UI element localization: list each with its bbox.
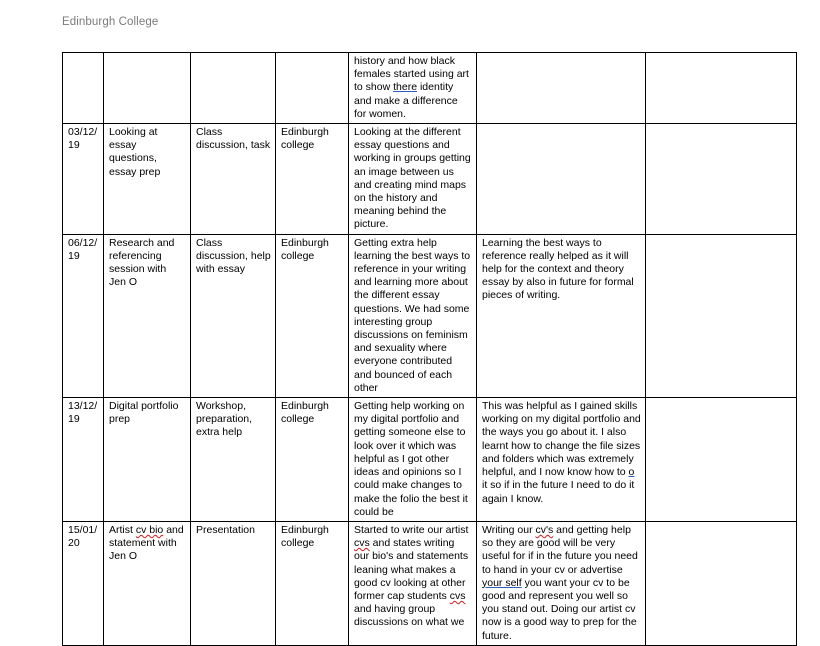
table-cell-reflection: Learning the best ways to reference real… <box>476 233 646 399</box>
cell-text-run: it so if in the future I need to do it a… <box>482 466 638 505</box>
cell-content: Looking at essay questions, essay prep <box>109 126 161 178</box>
table-row: 13/12/ 19 Digital portfolio prep Workshop,… <box>62 397 797 522</box>
table-cell-reflection: Writing our cv's and getting help so the… <box>476 520 646 646</box>
table-row: 15/01/ 20 Artist cv bio and statement wit… <box>62 520 797 646</box>
table-row: 06/12/ 19 Research and referencing sessio… <box>62 233 797 399</box>
table-cell-activity <box>103 51 191 125</box>
table-cell-date <box>62 51 104 125</box>
table-cell-description: Getting extra help learning the best way… <box>348 233 477 399</box>
cell-content: history and how black females started us… <box>354 55 472 121</box>
cell-content: Getting extra help learning the best way… <box>354 237 472 395</box>
cell-content: Started to write our artist cvs and stat… <box>354 524 472 630</box>
cell-text-run: Writing our <box>482 523 536 536</box>
cell-content: Edinburgh college <box>281 523 332 550</box>
spellcheck-flagged-text: cvs <box>354 537 370 550</box>
cell-content: Research and referencing session with Je… <box>109 236 178 289</box>
table-cell-type: Workshop, preparation, extra help <box>190 397 276 522</box>
activity-log-table: history and how black females started us… <box>62 51 797 646</box>
table-cell-type: Class discussion, task <box>190 123 276 235</box>
cell-content: Class discussion, help with essay <box>196 236 274 276</box>
table-cell-activity: Artist cv bio and statement with Jen O <box>103 520 191 646</box>
table-cell-extra <box>645 397 797 522</box>
table-cell-place: Edinburgh college <box>275 397 349 522</box>
cell-content: 06/12/ 19 <box>68 236 101 262</box>
cell-content: 13/12/ 19 <box>68 400 101 426</box>
cell-content: Class discussion, task <box>196 126 271 152</box>
cell-content: Edinburgh college <box>281 126 332 152</box>
table-cell-place: Edinburgh college <box>275 520 349 646</box>
table-cell-extra <box>645 51 797 125</box>
table-cell-description: Getting help working on my digital portf… <box>348 397 477 522</box>
document-header-title: Edinburgh College <box>62 16 159 28</box>
cell-text-run: Looking at the different essay questions… <box>354 126 474 231</box>
table-cell-type: Presentation <box>190 520 276 646</box>
table-cell-date: 15/01/ 20 <box>62 520 104 646</box>
cell-content: Edinburgh college <box>281 236 332 262</box>
cell-text-run: Artist <box>109 523 136 536</box>
table-cell-activity: Digital portfolio prep <box>103 397 191 522</box>
grammarcheck-flagged-text: there <box>393 81 418 94</box>
spellcheck-flagged-text: cv's <box>535 523 554 536</box>
table-row: 03/12/ 19 Looking at essay questions, ess… <box>62 123 797 235</box>
cell-content: Learning the best ways to reference real… <box>482 237 641 303</box>
cell-content: 03/12/ 19 <box>68 126 101 152</box>
cell-content: Looking at the different essay questions… <box>354 126 472 232</box>
table-cell-description: Started to write our artist cvs and stat… <box>348 520 477 646</box>
cell-text-run: identity and make a difference for women… <box>354 81 461 120</box>
cell-content: Getting help working on my digital portf… <box>354 400 472 519</box>
cell-content: Writing our cv's and getting help so the… <box>482 524 641 643</box>
table-cell-extra <box>645 233 797 399</box>
cell-text-run: history and how black females started us… <box>354 55 472 94</box>
cell-text-run: Started to write our artist <box>354 523 472 536</box>
activity-log-table-body: history and how black females started us… <box>62 51 797 646</box>
table-cell-place: Edinburgh college <box>275 123 349 235</box>
cell-content: Edinburgh college <box>281 400 332 426</box>
table-cell-type: Class discussion, help with essay <box>190 233 276 399</box>
table-cell-place <box>275 51 349 125</box>
table-cell-description: history and how black females started us… <box>348 51 477 125</box>
cell-text-run: This was helpful as I gained skills work… <box>482 400 644 479</box>
grammarcheck-flagged-text: o <box>628 466 635 479</box>
table-cell-activity: Research and referencing session with Je… <box>103 233 191 399</box>
cell-text-run: Getting extra help learning the best way… <box>354 236 474 394</box>
activity-log-table-container: history and how black females started us… <box>62 51 797 646</box>
table-cell-description: Looking at the different essay questions… <box>348 123 477 235</box>
cell-content: Workshop, preparation, extra help <box>196 400 255 439</box>
table-cell-reflection <box>476 51 646 125</box>
table-cell-date: 03/12/ 19 <box>62 123 104 235</box>
spellcheck-flagged-text: cv bio <box>135 523 164 536</box>
table-row: history and how black females started us… <box>62 51 797 125</box>
table-cell-reflection <box>476 123 646 235</box>
table-cell-activity: Looking at essay questions, essay prep <box>103 123 191 235</box>
cell-content: Digital portfolio prep <box>109 400 182 426</box>
table-cell-extra <box>645 520 797 646</box>
table-cell-date: 13/12/ 19 <box>62 397 104 522</box>
grammarcheck-flagged-text: your self <box>482 576 522 589</box>
spellcheck-flagged-text: cvs <box>449 589 466 602</box>
cell-text-run: Getting help working on my digital portf… <box>354 400 471 518</box>
table-cell-place: Edinburgh college <box>275 233 349 399</box>
table-cell-reflection: This was helpful as I gained skills work… <box>476 397 646 522</box>
cell-content: This was helpful as I gained skills work… <box>482 400 641 506</box>
cell-content: Presentation <box>196 523 255 536</box>
table-cell-type <box>190 51 276 125</box>
cell-content: Artist cv bio and statement with Jen O <box>109 524 186 564</box>
table-cell-date: 06/12/ 19 <box>62 233 104 399</box>
cell-text-run: Learning the best ways to reference real… <box>482 236 637 302</box>
cell-content: 15/01/ 20 <box>68 523 101 550</box>
table-cell-extra <box>645 123 797 235</box>
